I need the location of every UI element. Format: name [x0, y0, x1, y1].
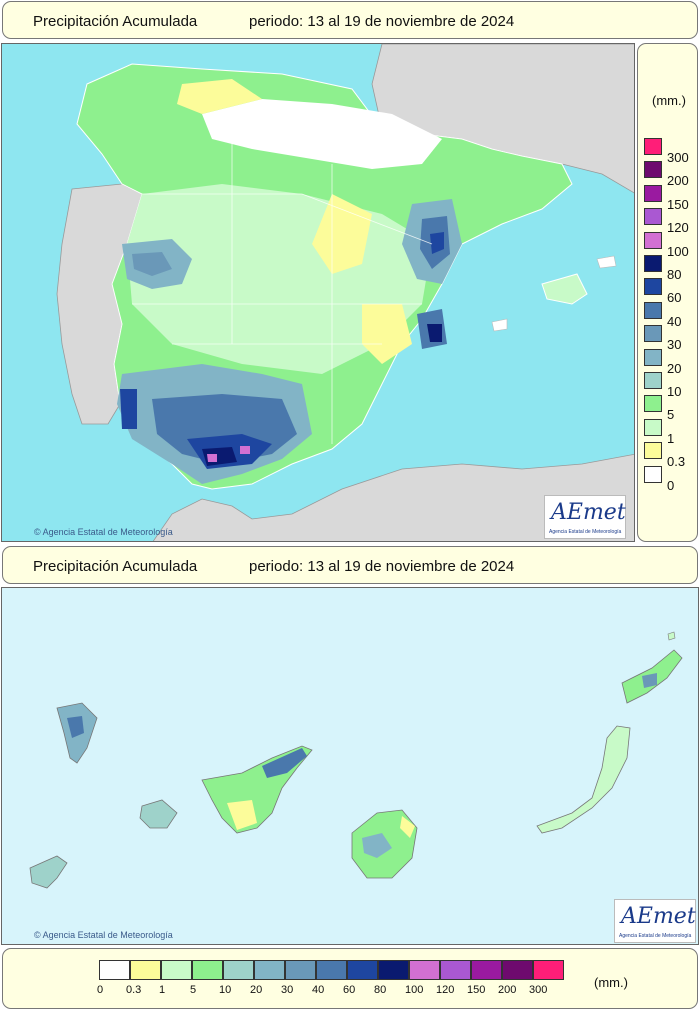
peninsula-map: © Agencia Estatal de Meteorología AEmet …	[1, 43, 635, 542]
bottom-period: periodo: 13 al 19 de noviembre de 2024	[249, 558, 515, 575]
legend-swatch	[644, 395, 662, 413]
legend-label: 60	[667, 290, 682, 306]
bottom-credit: © Agencia Estatal de Meteorología	[34, 930, 173, 940]
legend-label: 30	[667, 337, 682, 353]
legend-label: 0.3	[126, 984, 142, 996]
legend-label: 120	[667, 220, 689, 236]
legend-label: 80	[374, 984, 387, 996]
legend-swatch	[409, 960, 440, 980]
aemet-logo-word: AEmet	[621, 904, 696, 929]
legend-unit: (mm.)	[652, 93, 686, 108]
legend-swatch	[316, 960, 347, 980]
legend-label: 1	[667, 430, 675, 446]
legend-label: 30	[281, 984, 294, 996]
legend-swatch	[644, 301, 662, 319]
legend-swatch	[223, 960, 254, 980]
bottom-title-bar: Precipitación Acumulada periodo: 13 al 1…	[2, 546, 698, 584]
legend-swatch	[644, 348, 662, 366]
legend-label: 120	[436, 984, 455, 996]
legend-label: 0.3	[667, 454, 686, 470]
legend-swatch	[644, 465, 662, 483]
peninsula-map-drawing	[56, 44, 634, 541]
canary-map-drawing	[29, 631, 683, 889]
aemet-logo-subtitle: Agencia Estatal de Meteorología	[619, 933, 692, 939]
legend-swatch	[378, 960, 409, 980]
legend-label: 60	[343, 984, 356, 996]
legend-swatch	[644, 161, 662, 179]
aemet-logo-word: AEmet	[551, 500, 626, 525]
legend-swatch	[533, 960, 564, 980]
legend-label: 300	[667, 150, 689, 165]
legend-label: 20	[250, 984, 263, 996]
legend-label: 200	[667, 173, 689, 189]
legend-label: 40	[667, 313, 682, 329]
copyright-icon: ©	[34, 527, 41, 537]
vertical-legend: (mm.) 300 200 150 120 100 80 60 40 30 20 10 5 1 0.3 0	[637, 43, 698, 542]
legend-label: 5	[190, 984, 197, 996]
legend-swatch	[644, 255, 662, 272]
legend-label: 1	[159, 984, 166, 996]
legend-label: 200	[498, 984, 517, 996]
top-title: Precipitación Acumulada	[33, 13, 198, 30]
legend-label: 10	[667, 384, 682, 399]
legend-label: 100	[667, 243, 689, 259]
legend-swatch	[644, 442, 662, 460]
legend-swatch	[644, 208, 662, 226]
horizontal-legend: 0 0.3 1 5 10 20 30 40 60 80 100 120 150 200 300 (mm.)	[2, 948, 698, 1009]
legend-swatch	[161, 960, 192, 980]
legend-label: 0	[97, 984, 104, 996]
aemet-logo-subtitle: Agencia Estatal de Meteorología	[549, 529, 622, 535]
legend-swatch	[130, 960, 161, 980]
copyright-icon: ©	[34, 930, 41, 940]
legend-swatch	[644, 138, 662, 155]
aemet-logo-top: AEmet Agencia Estatal de Meteorología	[544, 495, 626, 539]
aemet-logo-bottom: AEmet Agencia Estatal de Meteorología	[614, 899, 696, 943]
bottom-title: Precipitación Acumulada	[33, 558, 198, 575]
legend-label: 5	[667, 407, 675, 423]
legend-label: 10	[219, 984, 232, 996]
legend-swatch	[471, 960, 502, 980]
top-credit: © Agencia Estatal de Meteorología	[34, 527, 173, 537]
legend-swatch	[644, 278, 662, 296]
top-title-bar: Precipitación Acumulada periodo: 13 al 1…	[2, 1, 698, 39]
legend-label: 20	[667, 360, 682, 376]
legend-swatch	[644, 418, 662, 436]
legend-swatch	[192, 960, 223, 980]
legend-swatch	[254, 960, 285, 980]
legend-swatch	[644, 231, 662, 249]
legend-swatch	[285, 960, 316, 980]
legend-swatch	[347, 960, 378, 980]
legend-label: 40	[312, 984, 325, 996]
legend-unit-bottom: (mm.)	[594, 975, 628, 990]
legend-swatch	[440, 960, 471, 980]
legend-label: 150	[467, 984, 486, 996]
canary-islands-map: © Agencia Estatal de Meteorología AEmet …	[1, 587, 699, 945]
legend-label: 80	[667, 267, 682, 282]
legend-label: 300	[529, 984, 548, 996]
legend-label: 150	[667, 196, 689, 212]
legend-swatch	[644, 184, 662, 202]
legend-swatch	[644, 325, 662, 343]
legend-label: 100	[405, 984, 424, 996]
top-period: periodo: 13 al 19 de noviembre de 2024	[249, 13, 515, 30]
legend-swatch	[502, 960, 533, 980]
legend-label: 0	[667, 477, 675, 493]
legend-swatch	[99, 960, 130, 980]
legend-swatch	[644, 372, 662, 389]
